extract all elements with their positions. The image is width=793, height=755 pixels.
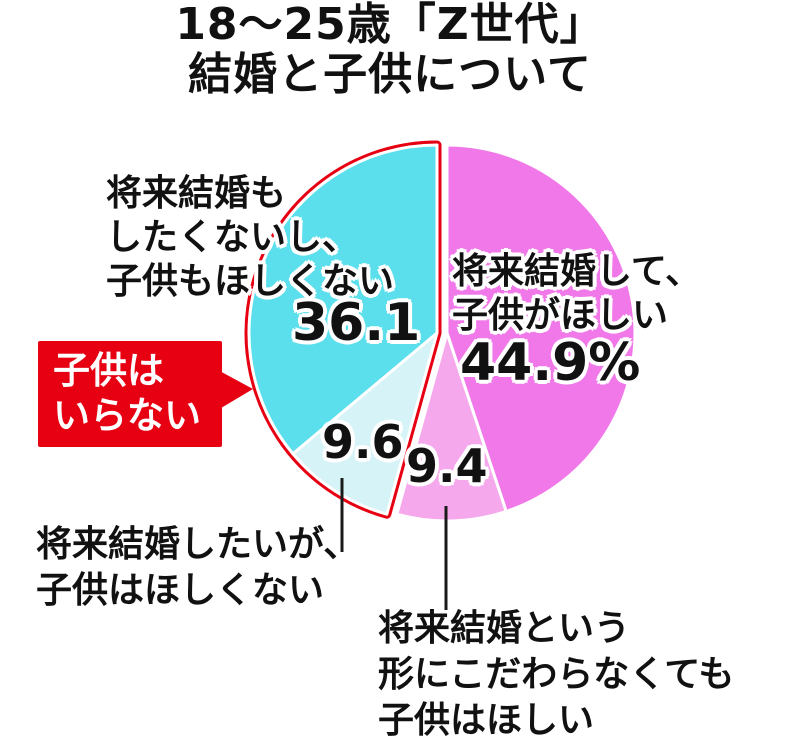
chart-title: 18〜25歳「Z世代」 結婚と子供について — [0, 0, 780, 100]
pie-slice-9.4 — [395, 331, 508, 523]
label-marry-no-children: 将来結婚したいが、 子供はほしくない — [36, 522, 359, 614]
chart-title-line2: 結婚と子供について — [188, 49, 592, 100]
label-line: 子供もほしくない — [106, 261, 395, 302]
pie-slice-44.9% — [445, 143, 637, 513]
label-line: 形にこだわらなくても — [378, 654, 735, 695]
label-married-children: 将来結婚して、 子供がほしい — [452, 250, 701, 338]
value-children-without-marriage: 9.4 — [406, 439, 488, 493]
label-line: 将来結婚という — [378, 608, 631, 649]
callout-pointer — [216, 369, 253, 411]
pie-slice-9.6 — [291, 331, 439, 516]
label-line: 子供がほしい — [452, 295, 669, 336]
callout-no-children: 子供は いらない — [38, 341, 222, 447]
label-line: 子供はほしい — [378, 700, 595, 741]
callout-line: いらない — [53, 394, 201, 437]
label-line: したくないし、 — [106, 217, 359, 258]
label-no-marriage-no-children: 将来結婚も したくないし、 子供もほしくない — [106, 172, 394, 304]
pie-slice-36.1 — [247, 143, 439, 456]
callout-line: 子供は — [53, 349, 164, 392]
label-line: 子供はほしくない — [36, 570, 325, 611]
value-married-children: 44.9% — [460, 333, 641, 393]
chart-title-line1: 18〜25歳「Z世代」 — [175, 0, 605, 50]
value-marry-no-children: 9.6 — [322, 415, 404, 469]
value-no-marriage-no-children: 36.1 — [292, 293, 421, 353]
label-line: 将来結婚して、 — [452, 251, 702, 292]
label-children-without-marriage: 将来結婚という 形にこだわらなくても 子供はほしい — [378, 606, 734, 744]
label-line: 将来結婚したいが、 — [36, 524, 360, 565]
label-line: 将来結婚も — [106, 173, 287, 214]
